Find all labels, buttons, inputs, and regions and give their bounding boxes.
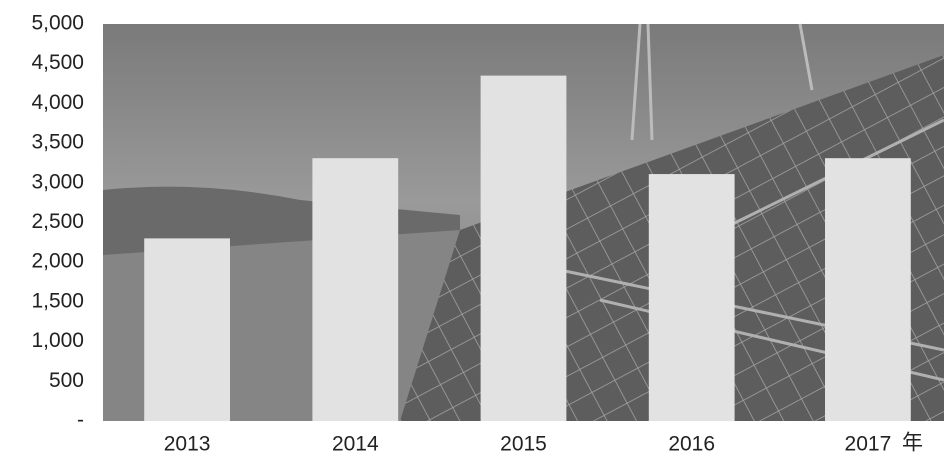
bar bbox=[312, 158, 399, 421]
y-tick-label: 3,000 bbox=[31, 170, 84, 193]
y-tick-label: 2,000 bbox=[31, 250, 84, 273]
y-tick-label: 1,000 bbox=[31, 329, 84, 352]
y-tick-label: 5,000 bbox=[31, 12, 84, 35]
x-tick-label: 2016 bbox=[668, 433, 715, 456]
x-tick-label: 2017 bbox=[845, 433, 892, 456]
y-tick-label: 500 bbox=[49, 369, 84, 392]
x-tick-label: 2013 bbox=[164, 433, 211, 456]
y-tick-label: 1,500 bbox=[31, 289, 84, 312]
y-tick-label: 2,500 bbox=[31, 210, 84, 233]
x-tick-label: 2014 bbox=[332, 433, 379, 456]
y-tick-label: - bbox=[77, 409, 84, 432]
bar bbox=[144, 238, 230, 421]
y-tick-label: 4,000 bbox=[31, 91, 84, 114]
bar bbox=[480, 75, 567, 422]
bar bbox=[648, 174, 735, 421]
y-tick-label: 3,500 bbox=[31, 131, 84, 154]
x-axis-label: 年 bbox=[902, 432, 923, 455]
bar bbox=[825, 158, 911, 421]
y-tick-label: 4,500 bbox=[31, 51, 84, 74]
x-tick-label: 2015 bbox=[500, 433, 547, 456]
